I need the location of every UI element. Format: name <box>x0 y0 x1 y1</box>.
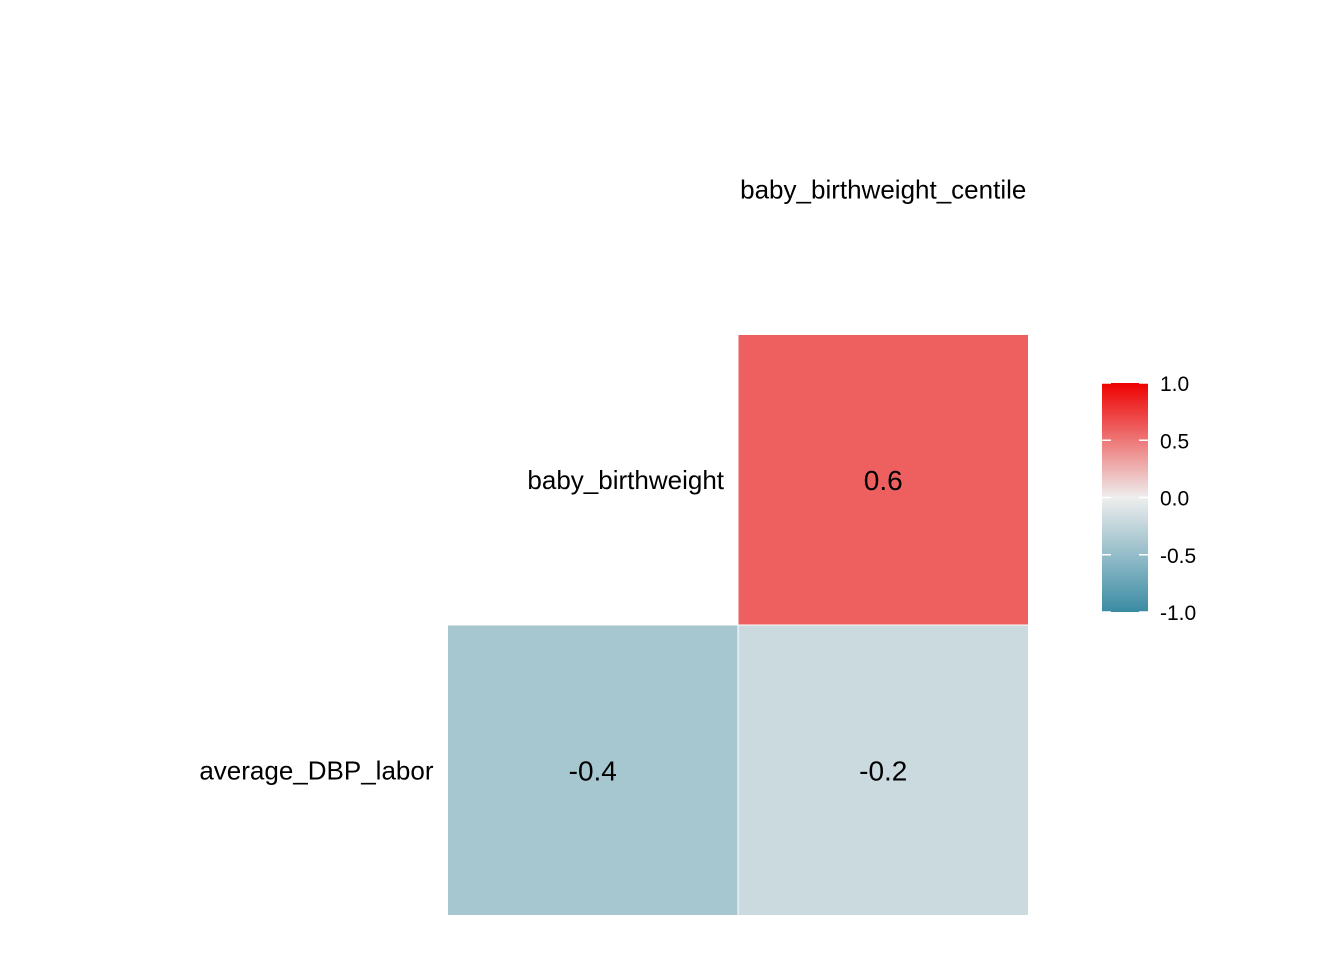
heatmap-cell-average-dbp-labor-baby-birthweight <box>447 624 739 916</box>
legend-tick-label: 0.5 <box>1160 430 1189 453</box>
variable-label-baby-birthweight-centile: baby_birthweight_centile <box>740 174 1026 204</box>
cell-value-label: 0.6 <box>864 465 903 496</box>
legend-tick-label: -1.0 <box>1160 602 1196 625</box>
color-legend: 1.0 0.5 0.0 -0.5 -1.0 <box>1102 373 1196 625</box>
variable-label-average-dbp-labor: average_DBP_labor <box>199 755 433 785</box>
variable-label-baby-birthweight: baby_birthweight <box>527 465 724 495</box>
variable-labels: average_DBP_labor baby_birthweight baby_bi… <box>199 174 1026 785</box>
legend-tick-label: 0.0 <box>1160 488 1189 511</box>
heatmap-cells <box>447 334 1029 916</box>
heatmap-cell-labels: 0.6 -0.4 -0.2 <box>569 465 908 787</box>
heatmap-cell-baby-birthweight-baby-birthweight-centile <box>737 334 1029 626</box>
legend-tick-label: 1.0 <box>1160 373 1189 396</box>
heatmap-cell-average-dbp-labor-baby-birthweight-centile <box>737 624 1029 916</box>
legend-tick-label: -0.5 <box>1160 545 1196 568</box>
cell-value-label: -0.2 <box>859 755 907 786</box>
cell-value-label: -0.4 <box>569 755 617 786</box>
